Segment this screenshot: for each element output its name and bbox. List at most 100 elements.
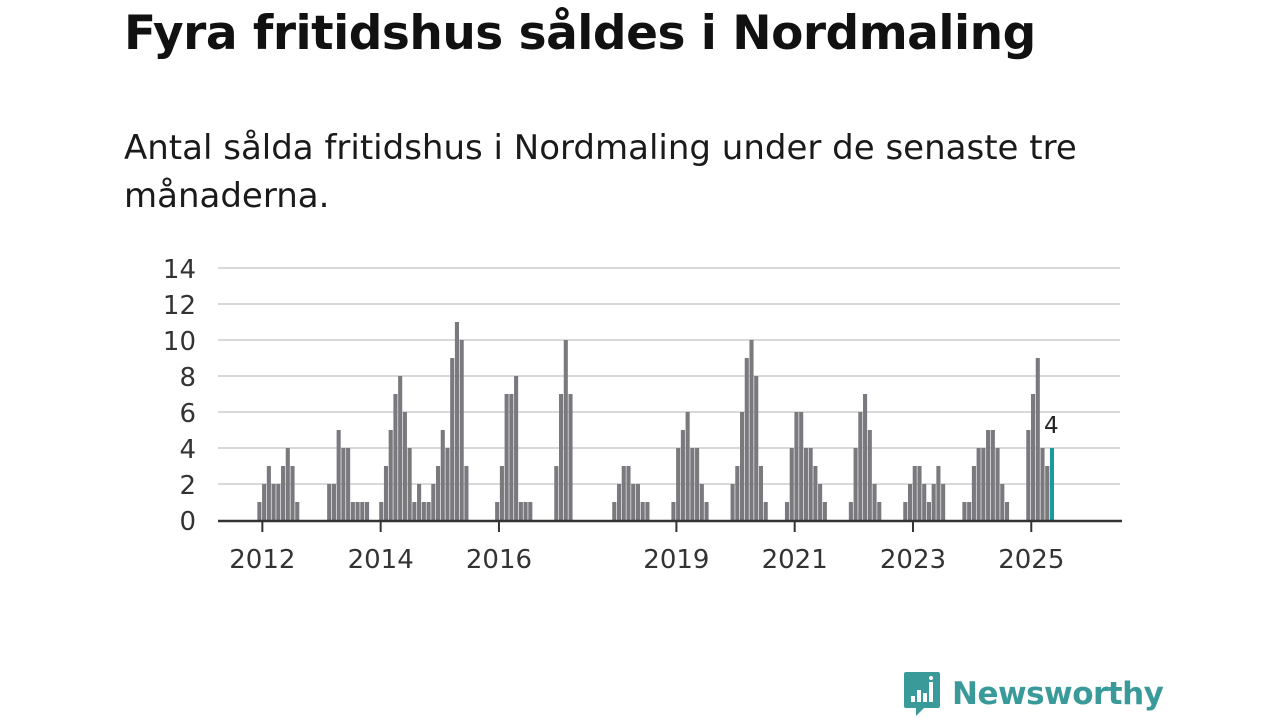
x-tick-label: 2021 (762, 545, 828, 575)
bar (379, 502, 384, 520)
bar (867, 430, 872, 520)
bar (523, 502, 528, 520)
bar (789, 448, 794, 520)
bar (514, 376, 519, 520)
bar (922, 484, 927, 520)
bar (784, 502, 790, 520)
bar (794, 412, 799, 520)
y-axis-ticks: 0 2 4 6 8 10 12 14 (163, 255, 196, 537)
bar (262, 484, 267, 520)
bar (1040, 448, 1045, 520)
bar (730, 484, 735, 520)
bar (967, 502, 972, 520)
bar (290, 466, 295, 520)
bar (926, 502, 932, 520)
bar (822, 502, 827, 520)
bar (509, 394, 514, 520)
bar (699, 484, 704, 520)
bar (331, 484, 336, 520)
bar (858, 412, 863, 520)
bar (808, 448, 813, 520)
bar (1026, 430, 1031, 520)
chart-title: Fyra fritidshus såldes i Nordmaling (124, 6, 1036, 61)
newsworthy-logo-icon (904, 672, 940, 716)
bar (626, 466, 631, 520)
bar (383, 466, 389, 520)
bar (1031, 394, 1036, 520)
bar (563, 340, 568, 520)
bar (355, 502, 360, 520)
bar (813, 466, 818, 520)
bar (431, 484, 436, 520)
bar (518, 502, 523, 520)
bar (704, 502, 709, 520)
bar (995, 448, 1000, 520)
bar (695, 448, 700, 520)
bar (744, 358, 749, 520)
bar (962, 502, 967, 520)
bar (680, 430, 685, 520)
bar (327, 484, 332, 520)
bar (799, 412, 804, 520)
x-tick-label: 2019 (643, 545, 709, 575)
annotations: 4 (1044, 413, 1059, 439)
y-tick-label: 6 (179, 399, 196, 429)
newsworthy-logo-text: Newsworthy (952, 676, 1164, 712)
x-axis-ticks: 2012 2014 2016 2019 2021 2023 2025 (229, 520, 1064, 575)
bar (445, 448, 450, 520)
bar (459, 340, 464, 520)
bar (559, 394, 564, 520)
x-tick-label: 2025 (998, 545, 1064, 575)
y-tick-label: 0 (179, 507, 196, 537)
bar (1000, 484, 1005, 520)
bar (426, 502, 431, 520)
bar (454, 322, 460, 520)
bar (981, 448, 986, 520)
x-tick-label: 2016 (466, 545, 532, 575)
bar (1035, 358, 1040, 520)
chart-subtitle: Antal sålda fritidshus i Nordmaling unde… (124, 128, 1077, 216)
bar (266, 466, 271, 520)
bar (671, 502, 676, 520)
bar (853, 448, 858, 520)
bar (877, 502, 882, 520)
bar (645, 502, 650, 520)
y-tick-label: 4 (179, 435, 196, 465)
bar (640, 502, 645, 520)
bar (907, 484, 913, 520)
bar (848, 502, 853, 520)
bar (450, 358, 455, 520)
bar (612, 502, 617, 520)
bar (271, 484, 276, 520)
bar (435, 466, 441, 520)
bar (568, 394, 573, 520)
y-tick-label: 12 (163, 291, 196, 321)
y-tick-label: 10 (163, 327, 196, 357)
y-tick-label: 8 (179, 363, 196, 393)
bar (754, 376, 759, 520)
bar (554, 466, 559, 520)
bar (758, 466, 764, 520)
bar (990, 430, 995, 520)
bar (739, 412, 745, 520)
bar (402, 412, 407, 520)
bar (276, 484, 281, 520)
bar (735, 466, 740, 520)
bar (350, 502, 355, 520)
bar (763, 502, 768, 520)
x-tick-label: 2012 (229, 545, 295, 575)
bar (931, 484, 936, 520)
bar (903, 502, 908, 520)
bar (407, 448, 412, 520)
bar (285, 448, 290, 520)
bar (749, 340, 754, 520)
x-tick-label: 2014 (348, 545, 414, 575)
bar-latest (1049, 448, 1055, 520)
bar (388, 430, 393, 520)
bar (631, 484, 636, 520)
bar (1004, 502, 1010, 520)
bar (676, 448, 681, 520)
bar (398, 376, 403, 520)
bar (986, 430, 991, 520)
bar (635, 484, 640, 520)
